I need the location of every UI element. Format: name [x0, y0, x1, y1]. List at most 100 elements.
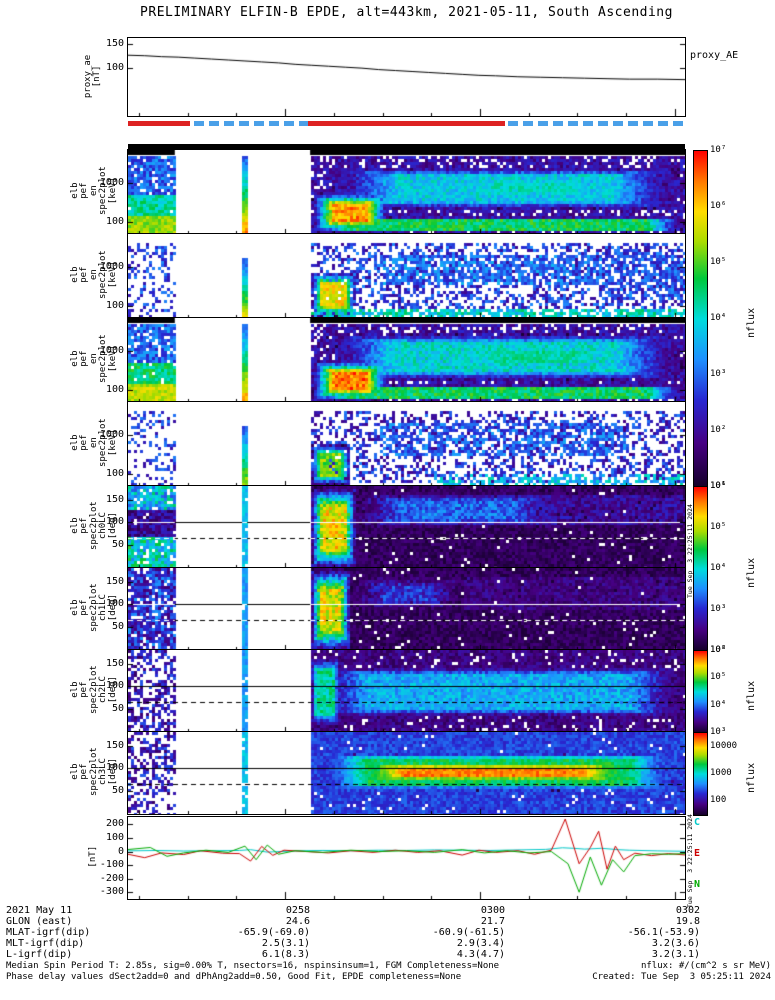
footer-units-note: nflux: #/(cm^2 s sr MeV)	[640, 961, 771, 971]
y-tick-label: 150	[105, 657, 124, 669]
y-tick-label: 100	[105, 300, 124, 312]
annotation-value: 4.3(4.7)	[456, 949, 505, 960]
pa_ch2LC-panel	[127, 649, 686, 733]
pa_ch1LC-canvas	[128, 568, 685, 650]
colorbar-tick-label: 10³	[710, 727, 727, 737]
colorbar-tick-label: 10⁷	[710, 145, 727, 155]
en_spec_b-ylabel-text: elb pef en spec2plot [keV]	[69, 250, 118, 300]
colorbar-unit-label: nflux	[746, 762, 757, 793]
y-tick-label: 100	[105, 62, 124, 74]
colorbar-unit-label: nflux	[746, 680, 757, 711]
y-tick-label: 100	[105, 762, 124, 774]
colorbar-tick-label: 10⁵	[710, 257, 727, 267]
annotation-row-label: 2021 May 11	[6, 905, 73, 916]
colorbar-tick-label: 10⁵	[710, 672, 727, 683]
annotation-value: 0258	[285, 905, 310, 916]
y-tick-label: 50	[111, 703, 124, 715]
fgm-panel	[127, 816, 686, 900]
annotation-value: 0302	[675, 905, 700, 916]
y-tick-label: 100	[105, 832, 124, 843]
annotation-value: 19.8	[675, 916, 700, 927]
annotation-value: 2.9(3.4)	[456, 938, 505, 949]
pa_ch0LC-canvas	[128, 486, 685, 568]
side-timestamp: Tue Sep 3 22:25:11 2024	[686, 504, 694, 598]
side-timestamp: Tue Sep 3 22:25:11 2024	[686, 814, 694, 908]
colorbar-unit-label: nflux	[746, 307, 757, 338]
y-tick-label: 150	[105, 575, 124, 587]
y-tick-label: 100	[105, 384, 124, 396]
annotation-row-label: MLAT-igrf(dip)	[6, 927, 91, 938]
colorbar-tick-label: 10¹	[710, 481, 727, 491]
availability-segment	[128, 121, 191, 126]
colorbar-tick-label: 10⁴	[710, 699, 727, 710]
y-tick-label: 100	[105, 598, 124, 610]
en_spec_c-canvas	[128, 318, 685, 402]
plot-title: PRELIMINARY ELFIN-B EPDE, alt=443km, 202…	[140, 5, 673, 20]
y-tick-label: -200	[99, 872, 124, 884]
en_spec_b-canvas	[128, 234, 685, 318]
en_spec_c-panel	[127, 317, 686, 403]
fgm-series-label-N: N	[694, 879, 701, 890]
y-tick-label: 150	[105, 739, 124, 751]
annotation-value: 6.1(8.3)	[261, 949, 310, 960]
proxy-ae-series-label: proxy_AE	[690, 50, 739, 61]
y-tick-label: 100	[105, 516, 124, 528]
colorbar-tick-label: 10⁶	[710, 481, 727, 491]
proxy_ae-ylabel-text: proxy_ae [nT]	[83, 54, 104, 98]
colorbar-tick-label: 10³	[710, 604, 727, 614]
y-tick-label: 100	[105, 216, 124, 228]
availability-segment	[193, 121, 309, 126]
colorbar-tick-label: 10²	[710, 645, 727, 655]
colorbar-tick-label: 10⁶	[710, 645, 727, 655]
colorbar-tick-label: 10000	[710, 740, 738, 751]
y-tick-label: -100	[99, 859, 124, 871]
colorbar-tick-label: 10⁴	[710, 313, 727, 323]
y-tick-label: 100	[105, 680, 124, 692]
y-tick-label: 1000	[99, 261, 124, 273]
en_spec_d-ylabel-text: elb pef en spec2plot [keV]	[69, 418, 118, 468]
proxy_ae-canvas	[128, 38, 685, 116]
footer-created-timestamp: Created: Tue Sep 3 05:25:11 2024	[592, 972, 771, 982]
en_spec_c-ylabel-text: elb pef en spec2plot [keV]	[69, 334, 118, 384]
pa_ch0LC-panel	[127, 485, 686, 569]
fgm-series-label-E: E	[694, 848, 701, 859]
availability-segment	[508, 121, 685, 126]
annotation-value: 24.6	[285, 916, 310, 927]
y-tick-label: 1000	[99, 177, 124, 189]
cb-energy	[693, 150, 708, 488]
pa_ch3LC-panel	[127, 731, 686, 815]
separator-bar	[128, 144, 685, 150]
annotation-row-label: GLON (east)	[6, 916, 73, 927]
fgm-series-label-C: C	[694, 817, 701, 828]
cb-ch2	[693, 650, 708, 734]
pa_ch3LC-canvas	[128, 732, 685, 814]
annotation-value: -65.9(-69.0)	[237, 927, 310, 938]
annotation-value: -60.9(-61.5)	[432, 927, 505, 938]
en_spec_d-canvas	[128, 402, 685, 486]
y-tick-label: 150	[105, 493, 124, 505]
y-tick-label: 150	[105, 38, 124, 50]
footer-phase-delay-note: Phase delay values dSect2add=0 and dPhAn…	[6, 972, 462, 982]
annotation-row-label: MLT-igrf(dip)	[6, 938, 85, 949]
availability-segment	[308, 121, 506, 126]
colorbar-unit-label: nflux	[746, 557, 757, 588]
colorbar-tick-label: 10⁶	[710, 201, 727, 211]
en_spec_a-panel	[127, 149, 686, 235]
en_spec_a-ylabel-text: elb pef en spec2plot [keV]	[69, 166, 118, 216]
y-tick-label: 200	[105, 818, 124, 830]
footer-spin-period-note: Median Spin Period T: 2.85s, sig=0.00% T…	[6, 961, 500, 971]
annotation-value: 3.2(3.1)	[651, 949, 700, 960]
y-tick-label: 50	[111, 621, 124, 633]
pa_ch1LC-panel	[127, 567, 686, 651]
annotation-value: -56.1(-53.9)	[627, 927, 700, 938]
annotation-value: 3.2(3.6)	[651, 938, 700, 949]
fgm-canvas	[128, 817, 685, 899]
annotation-value: 21.7	[480, 916, 505, 927]
annotation-row-label: L-igrf(dip)	[6, 949, 73, 960]
cb-ch01	[693, 486, 708, 652]
data-availability-strip	[128, 121, 685, 126]
en_spec_d-panel	[127, 401, 686, 487]
en_spec_b-panel	[127, 233, 686, 319]
y-tick-label: 50	[111, 785, 124, 797]
colorbar-tick-label: 10⁵	[710, 522, 727, 532]
